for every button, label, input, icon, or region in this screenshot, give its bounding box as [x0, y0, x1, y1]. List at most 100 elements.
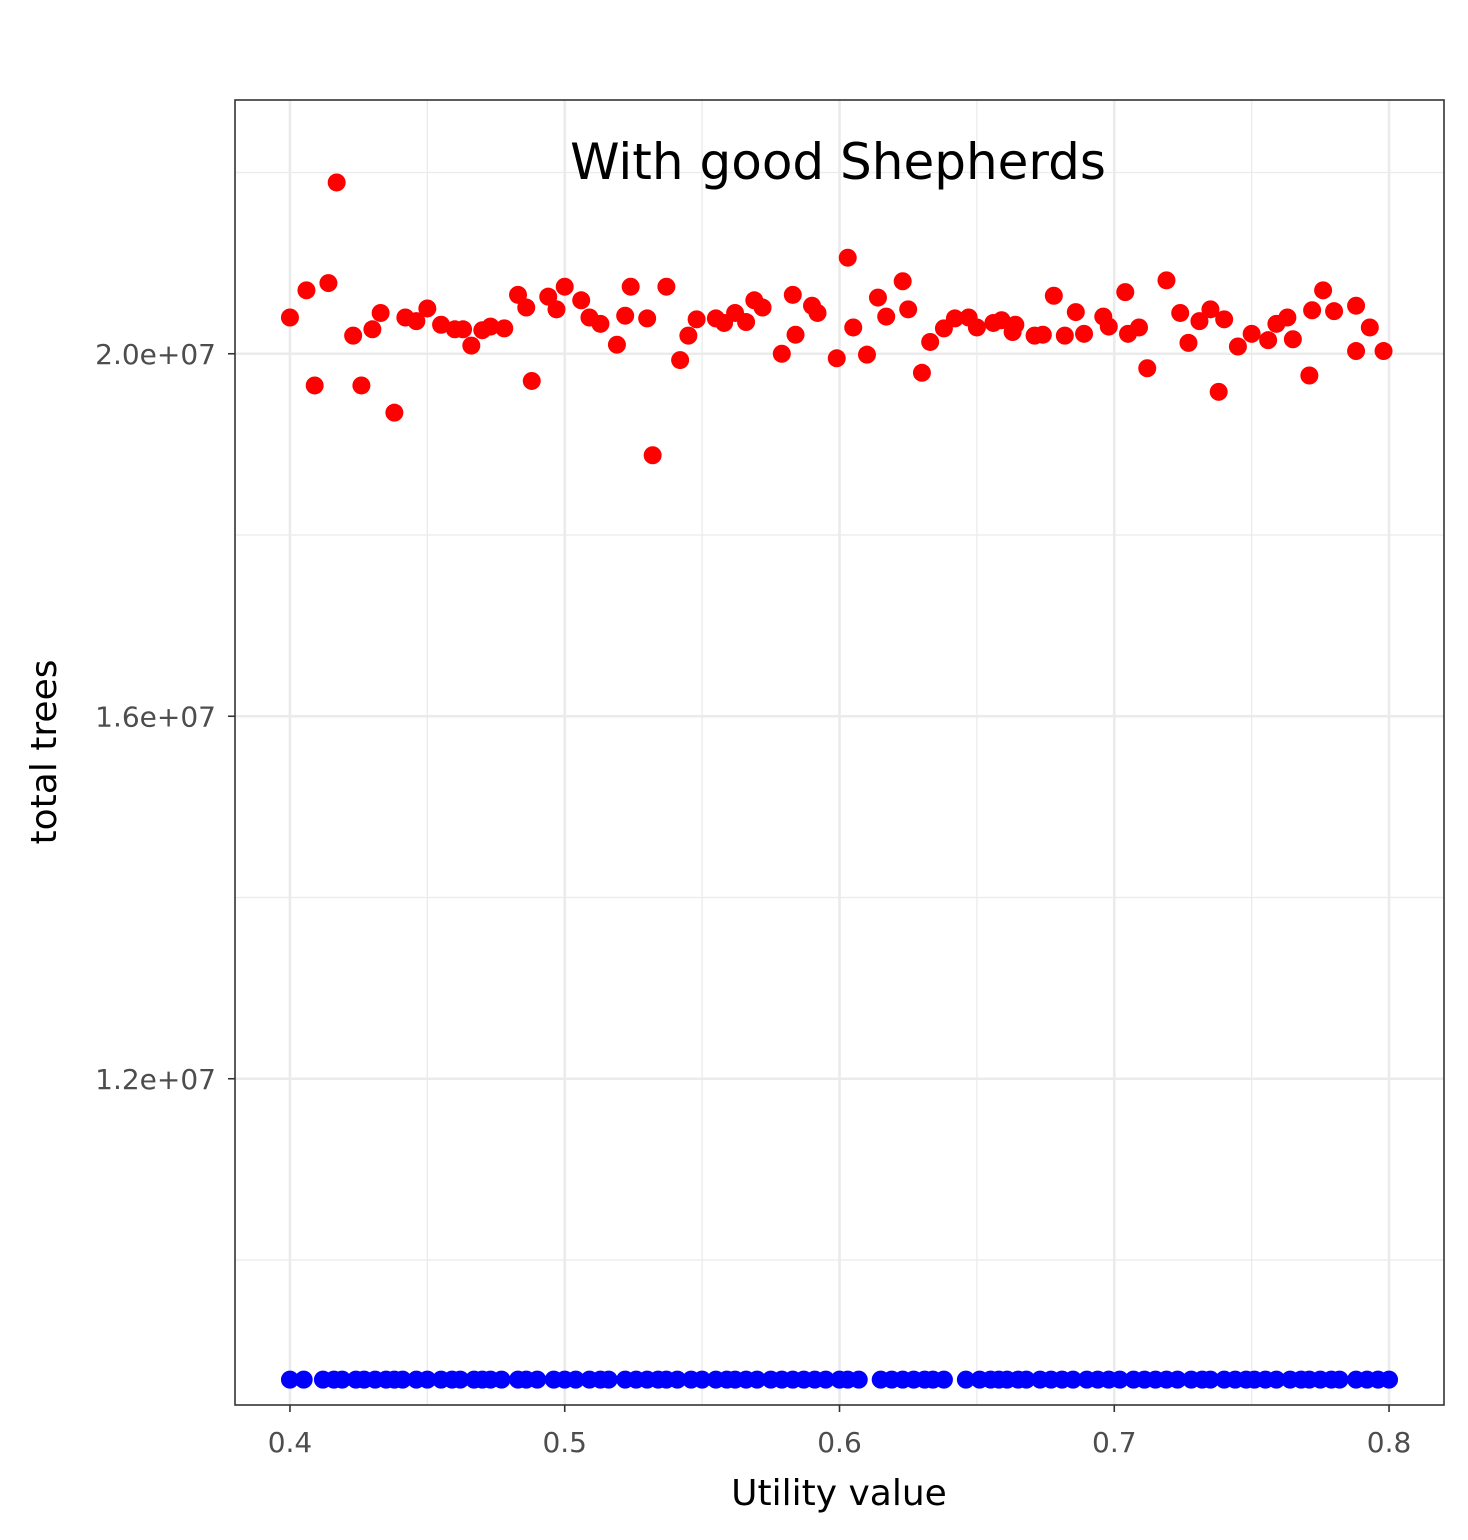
blue-data-point [1064, 1370, 1083, 1389]
red-data-point [638, 309, 657, 328]
red-data-point [555, 277, 574, 296]
red-data-point [1171, 303, 1190, 322]
red-data-point [1360, 318, 1379, 337]
chart-annotation: With good Shepherds [570, 133, 1106, 191]
red-data-point [1099, 317, 1118, 336]
red-data-point [522, 371, 541, 390]
red-data-point [1215, 310, 1234, 329]
red-data-point [1242, 324, 1261, 343]
red-data-point [877, 307, 896, 326]
red-data-point [1374, 342, 1393, 361]
red-data-point [297, 281, 316, 300]
red-data-point [967, 318, 986, 337]
x-tick-labels: 0.4 0.5 0.6 0.7 0.8 [268, 1426, 1412, 1459]
blue-data-point [451, 1370, 470, 1389]
red-data-point [1228, 337, 1247, 356]
x-axis-title: Utility value [731, 1473, 947, 1514]
axis-ticks [228, 352, 1390, 1412]
red-data-point [899, 300, 918, 319]
red-data-point [838, 248, 857, 267]
blue-data-point [693, 1370, 712, 1389]
red-data-point [753, 298, 772, 317]
red-data-point [616, 306, 635, 325]
blue-data-point [294, 1370, 313, 1389]
blue-data-point [280, 1370, 299, 1389]
red-data-point [509, 285, 528, 304]
x-tick-label: 0.7 [1092, 1426, 1137, 1459]
red-data-point [657, 277, 676, 296]
red-data-point [857, 345, 876, 364]
red-data-point [1066, 303, 1085, 322]
red-data-point [912, 363, 931, 382]
red-data-point [783, 285, 802, 304]
blue-data-point [934, 1370, 953, 1389]
y-axis-title: total trees [24, 660, 65, 845]
blue-data-point [393, 1370, 412, 1389]
red-data-point [371, 303, 390, 322]
red-data-point [363, 320, 382, 339]
red-data-point [1116, 283, 1135, 302]
red-data-point [921, 332, 940, 351]
blue-data-point [1201, 1370, 1220, 1389]
blue-data-point [668, 1370, 687, 1389]
blue-data-point [748, 1370, 767, 1389]
red-data-point [1033, 325, 1052, 344]
x-tick-label: 0.6 [817, 1426, 862, 1459]
red-data-point [1190, 312, 1209, 331]
y-tick-label: 2.0e+07 [95, 338, 216, 371]
red-data-point [1179, 333, 1198, 352]
y-tick-label: 1.2e+07 [95, 1063, 216, 1096]
blue-data-point [1330, 1370, 1349, 1389]
red-data-point [1075, 324, 1094, 343]
red-data-point [1130, 318, 1149, 337]
red-data-point [844, 318, 863, 337]
blue-data-point [1168, 1370, 1187, 1389]
red-data-point [481, 317, 500, 336]
red-data-point [462, 336, 481, 355]
red-data-point [992, 311, 1011, 330]
red-data-point [607, 335, 626, 354]
red-data-point [495, 319, 514, 338]
red-data-point [679, 326, 698, 345]
red-data-point [1138, 359, 1157, 378]
x-tick-label: 0.8 [1367, 1426, 1412, 1459]
red-data-point [1006, 315, 1025, 334]
red-data-point [305, 376, 324, 395]
blue-data-point [1110, 1370, 1129, 1389]
red-data-point [687, 310, 706, 329]
red-data-point [407, 312, 426, 331]
y-tick-label: 1.6e+07 [95, 700, 216, 733]
red-data-point [591, 314, 610, 333]
red-data-point [868, 288, 887, 307]
red-data-point [1300, 366, 1319, 385]
blue-data-point [599, 1370, 618, 1389]
red-data-point [1347, 296, 1366, 315]
blue-data-point [333, 1370, 352, 1389]
x-tick-label: 0.5 [542, 1426, 587, 1459]
red-data-point [1278, 308, 1297, 327]
blue-data-point [849, 1370, 868, 1389]
blue-data-point [816, 1370, 835, 1389]
red-data-point [643, 446, 662, 465]
red-data-point [539, 287, 558, 306]
red-data-point [621, 277, 640, 296]
red-data-point [352, 376, 371, 395]
x-tick-label: 0.4 [268, 1426, 313, 1459]
red-data-point [454, 320, 473, 339]
red-data-point [827, 349, 846, 368]
red-data-point [327, 173, 346, 192]
red-data-point [772, 344, 791, 363]
red-data-point [737, 313, 756, 332]
red-data-point [1044, 286, 1063, 305]
red-data-point [385, 403, 404, 422]
red-data-point [1259, 331, 1278, 350]
red-data-point [1055, 326, 1074, 345]
red-data-point [572, 291, 591, 310]
red-data-point [517, 298, 536, 317]
red-data-point [1157, 271, 1176, 290]
red-data-point [280, 308, 299, 327]
blue-data-point [528, 1370, 547, 1389]
red-data-point [671, 351, 690, 370]
red-data-point [945, 309, 964, 328]
